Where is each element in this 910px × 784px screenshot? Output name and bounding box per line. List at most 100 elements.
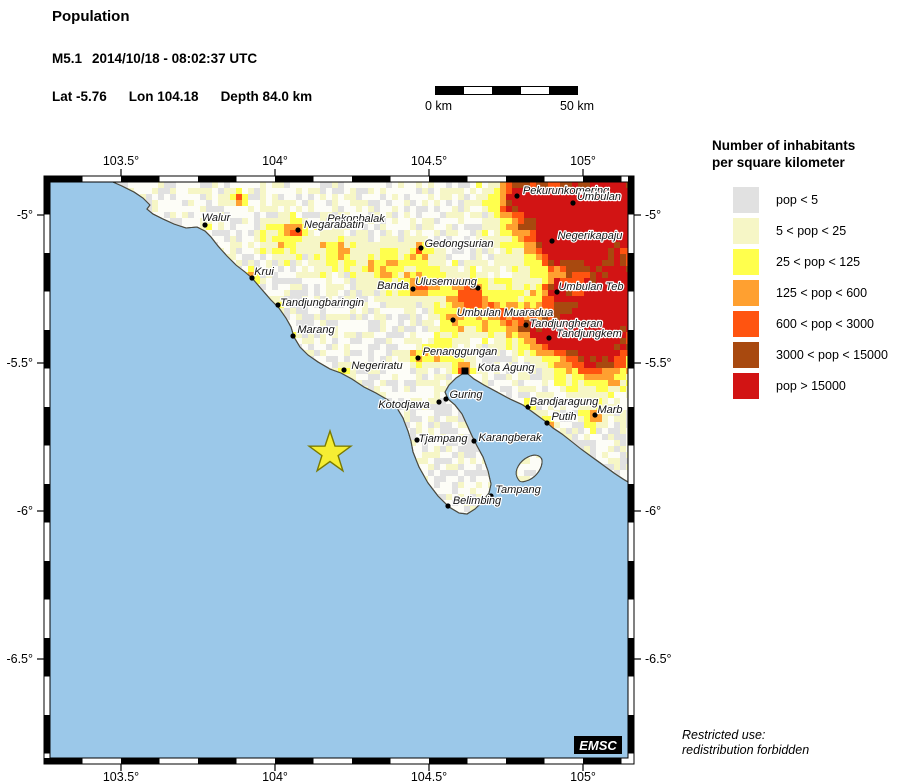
legend-row: 5 < pop < 25 [712, 218, 902, 244]
town-marker [514, 193, 520, 199]
legend-color-swatch [733, 218, 759, 244]
town-label: Guring [449, 389, 483, 401]
town-label: Krui [254, 266, 274, 278]
legend-row: 3000 < pop < 15000 [712, 342, 902, 368]
scale-bar-segment [548, 87, 578, 94]
town-marker [592, 412, 598, 418]
legend-entry-label: pop > 15000 [776, 379, 846, 393]
town-marker [275, 302, 281, 308]
longitude-label-bottom: 104.5° [411, 770, 447, 784]
town-label: Bandjaragung [530, 396, 599, 408]
town-label: Negeriratu [351, 360, 402, 372]
town-marker [290, 333, 296, 339]
event-latitude: Lat -5.76 [52, 89, 107, 104]
legend-entry-label: 125 < pop < 600 [776, 286, 868, 300]
legend-row: 125 < pop < 600 [712, 280, 902, 306]
legend-rows: pop < 5 5 < pop < 25 25 < pop < 125 125 < p… [712, 187, 902, 399]
town-label: Belimbing [453, 495, 502, 507]
town-marker [341, 367, 347, 373]
legend-row: 25 < pop < 125 [712, 249, 902, 275]
town-label: Negerikapaju [558, 230, 623, 242]
town-label: Banda [377, 280, 409, 292]
town-label: Kota Agung [477, 362, 535, 374]
legend: Number of inhabitants per square kilomet… [712, 137, 902, 404]
town-label: Tampang [495, 484, 541, 496]
town-label: Umbulan Muaradua [457, 307, 554, 319]
town-marker [436, 399, 442, 405]
town-marker [549, 238, 555, 244]
epicenter-star [306, 428, 354, 473]
legend-color-swatch [733, 187, 759, 213]
town-label: Marb [597, 404, 622, 416]
event-depth: Depth 84.0 km [220, 89, 313, 104]
town-marker [471, 438, 477, 444]
town-marker [523, 322, 529, 328]
event-magnitude: M5.1 [52, 51, 83, 66]
scale-bar-start-label: 0 km [425, 99, 453, 113]
town-marker [415, 355, 421, 361]
town-label: Gedongsurian [424, 238, 493, 250]
density-class-3 [236, 182, 628, 428]
frame-outer-line [43, 175, 635, 765]
scale-bar: 0 km 50 km [425, 86, 594, 113]
town-marker [414, 437, 420, 443]
town-marker [488, 493, 494, 499]
legend-color-swatch [733, 249, 759, 275]
town-label: Kotodjawa [378, 399, 429, 411]
town-label: Pekonbalak [327, 213, 385, 225]
town-label: Karangberak [479, 432, 542, 444]
latitude-label-left: -6° [17, 504, 33, 518]
frame-inner-line [49, 181, 629, 759]
event-line: M5.1 2014/10/18 - 08:02:37 UTC [52, 51, 257, 66]
town-label: Penanggungan [423, 346, 498, 358]
town-marker [544, 420, 550, 426]
legend-row: 600 < pop < 3000 [712, 311, 902, 337]
scale-bar-segments [435, 86, 578, 95]
emsc-badge [574, 736, 622, 754]
emsc-attribution-label: EMSC [579, 738, 617, 753]
legend-color-swatch [733, 311, 759, 337]
town-label: Pekurunkomering [523, 185, 610, 197]
legend-entry-label: 5 < pop < 25 [776, 224, 847, 238]
legend-entry-label: 3000 < pop < 15000 [776, 348, 888, 362]
longitude-label-top: 104° [262, 154, 288, 168]
town-label: Tandjungheran [530, 318, 603, 330]
town-label: Umbulan [577, 191, 621, 203]
town-label: Negarabatin [304, 219, 364, 231]
town-marker [418, 245, 424, 251]
page-title: Population [52, 8, 130, 25]
legend-title: Number of inhabitants per square kilomet… [712, 138, 856, 170]
longitude-label-top: 105° [570, 154, 596, 168]
latitude-label-right: -6° [645, 504, 661, 518]
town-marker [202, 222, 208, 228]
town-marker [295, 227, 301, 233]
island-coastline-overlay [515, 454, 543, 483]
latitude-label-right: -5° [645, 208, 661, 222]
legend-entry-label: 600 < pop < 3000 [776, 317, 875, 331]
longitude-label-bottom: 104° [262, 770, 288, 784]
town-label: Tandjungbaringin [280, 297, 364, 309]
scale-bar-end-label: 50 km [559, 99, 594, 113]
town-marker [443, 396, 449, 402]
event-longitude: Lon 104.18 [128, 89, 199, 104]
town-label: Ulusemuung [415, 276, 478, 288]
latitude-label-right: -5.5° [645, 356, 672, 370]
longitude-label-bottom: 103.5° [103, 770, 139, 784]
legend-row: pop < 5 [712, 187, 902, 213]
town-marker [410, 286, 416, 292]
longitude-label-bottom: 105° [570, 770, 596, 784]
town-marker [445, 503, 451, 509]
town-label: Marang [297, 324, 335, 336]
legend-entry-label: 25 < pop < 125 [776, 255, 861, 269]
town-label: Walur [202, 212, 232, 224]
city-marker [461, 367, 469, 375]
town-label: Putih [551, 411, 576, 423]
town-label: Umbulan Teb [558, 281, 623, 293]
town-marker [546, 335, 552, 341]
town-marker [570, 200, 576, 206]
latitude-label-left: -6.5° [6, 652, 33, 666]
town-label: Tjampang [419, 433, 469, 445]
